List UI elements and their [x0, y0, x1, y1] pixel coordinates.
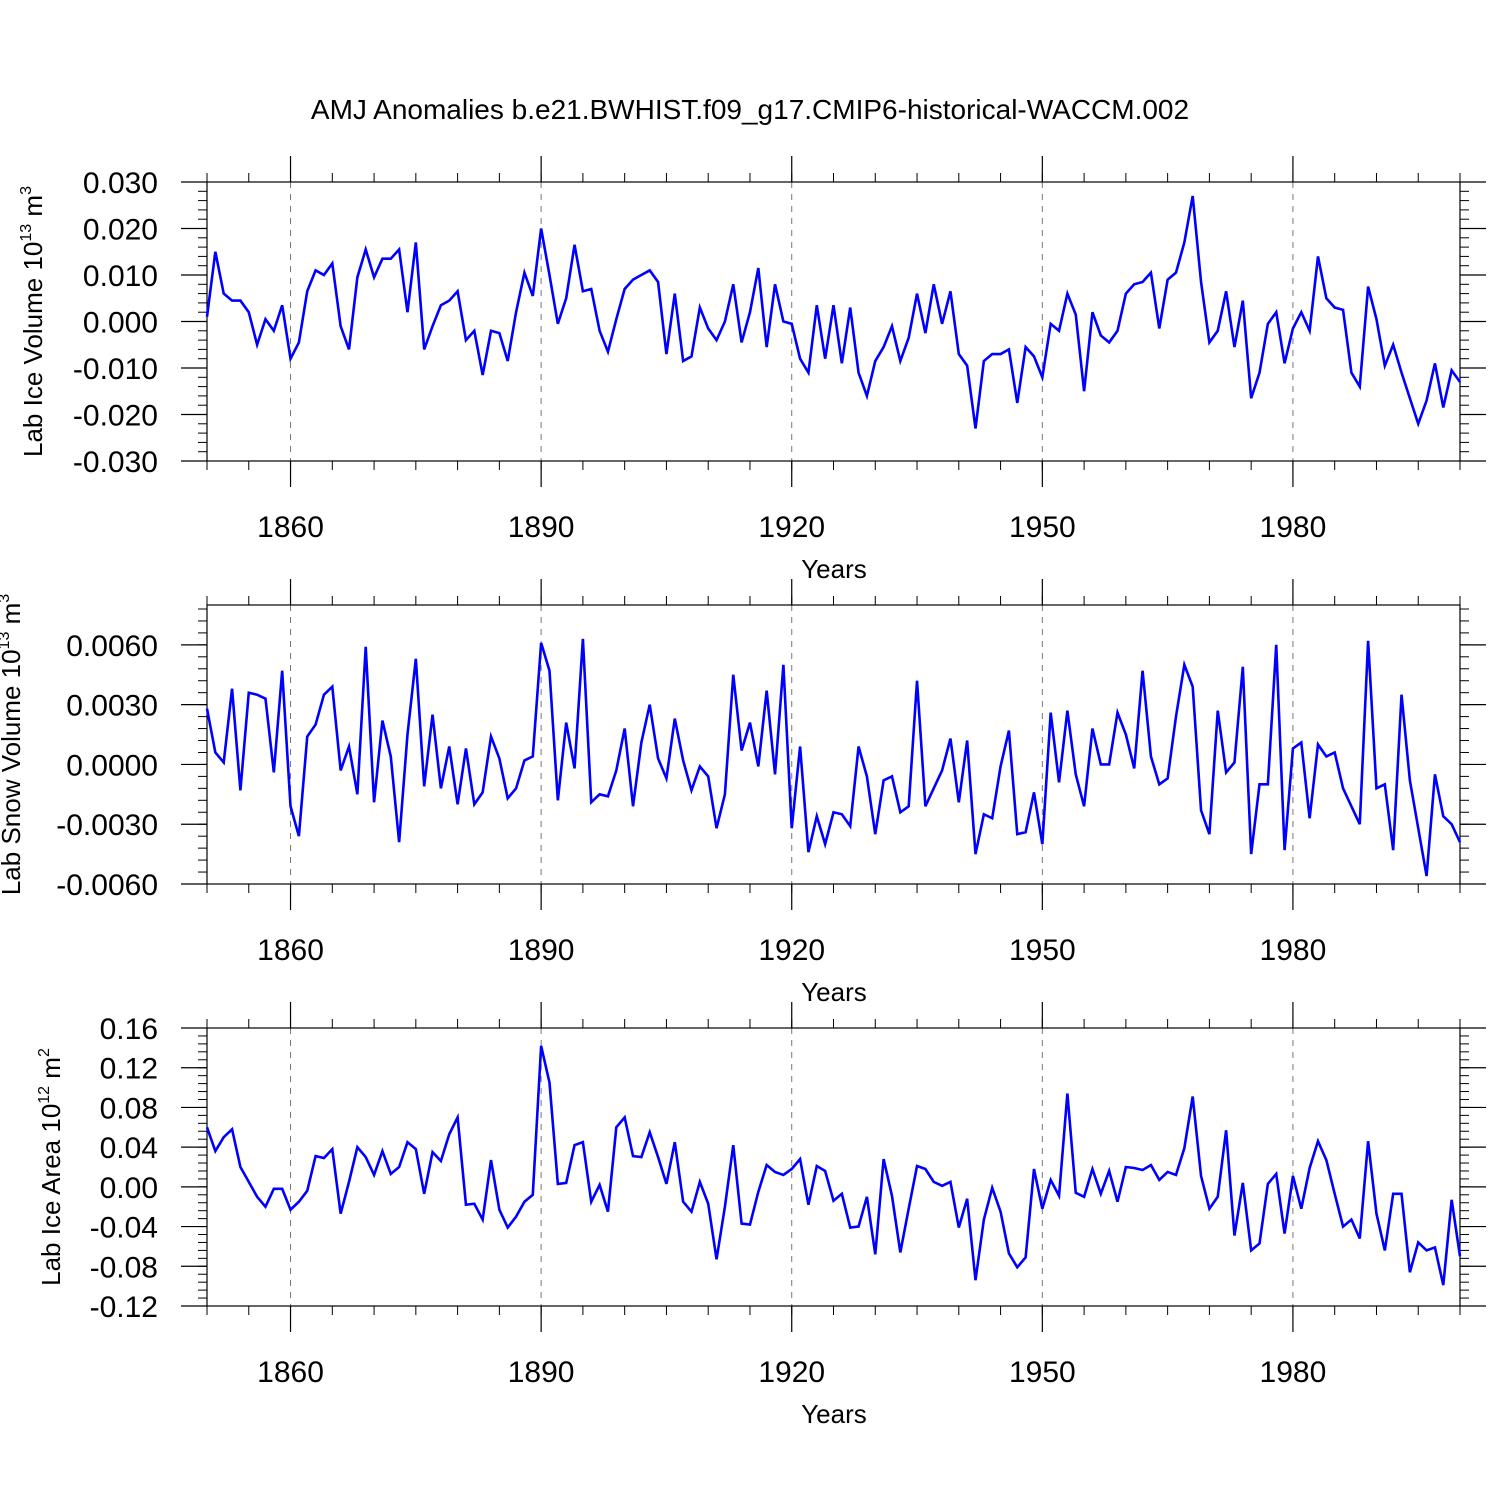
- y-tick-label: 0.020: [83, 214, 158, 247]
- x-axis-label: Years: [801, 977, 867, 1007]
- y-axis-label: Lab Ice Volume 1013 m3: [18, 186, 48, 457]
- y-axis-label: Lab Snow Volume 1013 m3: [0, 594, 26, 895]
- y-tick-label: -0.12: [90, 1291, 158, 1324]
- y-tick-label: 0.030: [83, 167, 158, 200]
- x-tick-label: 1980: [1260, 934, 1327, 967]
- y-tick-label: -0.030: [73, 446, 158, 479]
- y-tick-label: -0.04: [90, 1212, 158, 1245]
- x-tick-label: 1860: [257, 934, 324, 967]
- chart-panel-1: 1860 1890 1920 1950 1980 Years 0.030 0.020 0.010…: [18, 156, 1486, 584]
- x-tick-label: 1950: [1009, 934, 1076, 967]
- panels: 1860 1890 1920 1950 1980 Years 0.030 0.020 0.010…: [0, 156, 1486, 1429]
- x-tick-label: 1920: [758, 1356, 825, 1389]
- y-axis-label: Lab Ice Area 1012 m2: [36, 1048, 66, 1286]
- y-tick-label: -0.0060: [56, 869, 158, 902]
- x-tick-label: 1980: [1260, 511, 1327, 544]
- chart-panel-2: 1860 1890 1920 1950 1980 Years 0.0060 0.0030 0.0…: [0, 579, 1486, 1007]
- y-tick-label: -0.0030: [56, 809, 158, 842]
- x-tick-label: 1950: [1009, 1356, 1076, 1389]
- y-tick-label: 0.12: [100, 1053, 158, 1086]
- series-line-lab-snow-volume: [205, 638, 1462, 877]
- x-tick-label: 1920: [758, 511, 825, 544]
- y-tick-label: 0.08: [100, 1092, 158, 1125]
- series-line-lab-ice-area: [205, 1045, 1462, 1286]
- plot-frame: [206, 181, 1461, 462]
- x-tick-label: 1860: [257, 1356, 324, 1389]
- x-tick-label: 1890: [508, 1356, 575, 1389]
- y-tick-label: -0.08: [90, 1251, 158, 1284]
- x-tick-label: 1920: [758, 934, 825, 967]
- y-tick-label: -0.020: [73, 400, 158, 433]
- plot-frame: [206, 1027, 1461, 1307]
- y-tick-label: 0.0030: [66, 690, 158, 723]
- y-tick-label: 0.16: [100, 1013, 158, 1046]
- chart-panel-3: 1860 1890 1920 1950 1980 Years 0.16 0.12 0.08 0.0…: [36, 1002, 1486, 1429]
- series-line-lab-ice-volume: [205, 195, 1462, 429]
- x-tick-label: 1950: [1009, 511, 1076, 544]
- x-tick-label: 1890: [508, 511, 575, 544]
- y-tick-label: 0.0000: [66, 749, 158, 782]
- x-axis-label: Years: [801, 554, 867, 584]
- y-tick-label: 0.0060: [66, 630, 158, 663]
- x-tick-label: 1860: [257, 511, 324, 544]
- plot-frame: [206, 604, 1461, 885]
- chart-title: AMJ Anomalies b.e21.BWHIST.f09_g17.CMIP6…: [311, 94, 1189, 125]
- y-tick-label: 0.00: [100, 1172, 158, 1205]
- y-tick-label: 0.04: [100, 1132, 158, 1165]
- x-axis-label: Years: [801, 1399, 867, 1429]
- y-tick-label: -0.010: [73, 353, 158, 386]
- x-tick-label: 1890: [508, 934, 575, 967]
- x-tick-label: 1980: [1260, 1356, 1327, 1389]
- y-tick-label: 0.010: [83, 260, 158, 293]
- y-tick-label: 0.000: [83, 307, 158, 340]
